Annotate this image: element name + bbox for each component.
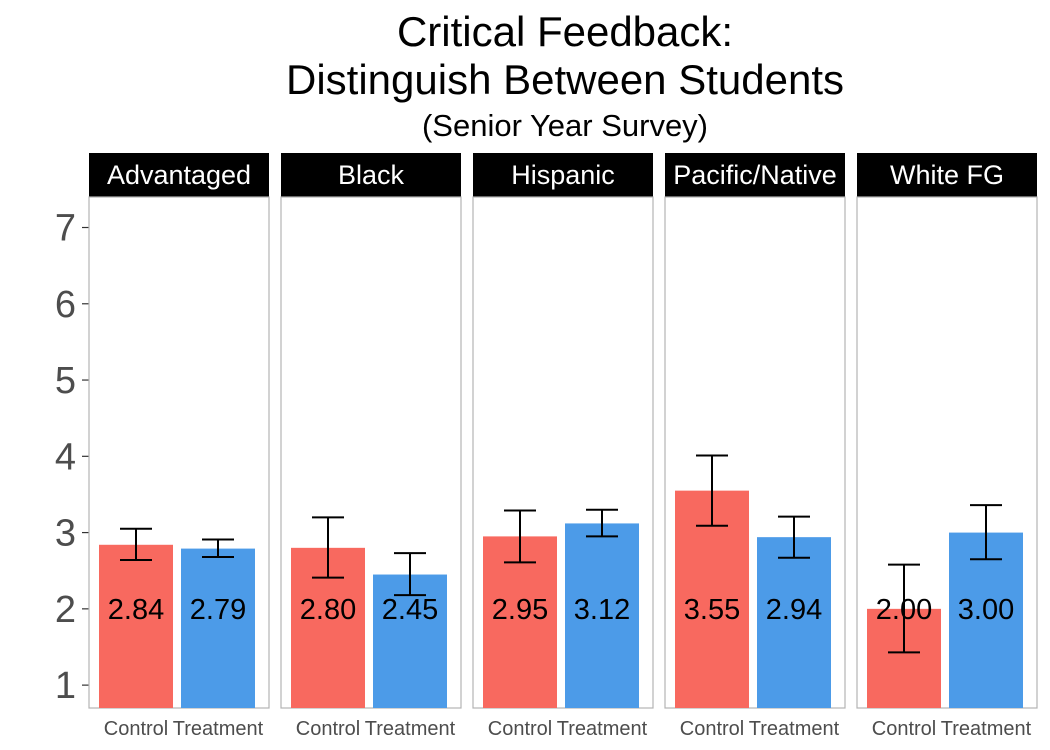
bar-value-label: 2.94 [766,594,822,626]
facet-hispanic: Hispanic 2.95 Control 3.12 Treatment [472,153,654,740]
chart-subtitle: (Senior Year Survey) [422,108,708,143]
facet-strip [89,153,269,197]
x-tick-label: Treatment [365,718,456,740]
x-tick-label: Control [680,718,744,740]
facet-strip-label: Advantaged [107,160,251,190]
facet-black: Black 2.80 Control 2.45 Treatment [280,153,462,740]
chart-title: Critical Feedback: [397,8,733,55]
panel-border [280,196,462,709]
bar-value-label: 2.79 [190,594,246,626]
y-axis: 1 2 3 4 5 6 7 [55,208,89,707]
chart-title-line2: Distinguish Between Students [286,56,844,103]
y-tick-label: 1 [55,665,76,707]
bar-value-label: 2.84 [108,594,164,626]
facet-strip-label: Black [338,160,405,190]
error-bar [202,538,234,558]
y-tick-label: 5 [55,360,76,402]
panel-border [472,196,654,709]
bar-treatment [565,523,639,708]
bar-value-label: 3.55 [684,594,740,626]
bar-value-label: 3.00 [958,594,1014,626]
y-tick-label: 7 [55,208,76,250]
y-tick-label: 6 [55,284,76,326]
bar-control [675,490,749,708]
x-tick-label: Control [488,718,552,740]
x-tick-label: Control [872,718,936,740]
x-tick-label: Control [296,718,360,740]
y-tick-label: 4 [55,436,76,478]
bar-control [483,536,557,708]
bar-value-label: 2.00 [876,594,932,626]
bar-treatment [373,574,447,708]
facet-strip-label: Hispanic [511,160,615,190]
error-bar [888,563,920,654]
x-tick-label: Treatment [749,718,840,740]
error-bar [504,509,536,564]
bar-value-label: 2.95 [492,594,548,626]
bar-treatment [757,537,831,708]
bar-treatment [181,548,255,708]
facet-advantaged: Advantaged 2.84 Control 2.79 Treatment [88,153,270,740]
x-tick-label: Treatment [941,718,1032,740]
x-tick-label: Treatment [173,718,264,740]
error-bar [394,552,426,597]
panel-border [88,196,270,709]
facet-strip [665,153,845,197]
error-bar [120,527,152,562]
facet-white-fg: White FG 2.00 Control 3.00 Treatment [856,153,1038,740]
y-tick-label: 3 [55,513,76,555]
x-tick-label: Control [104,718,168,740]
facet-strip [473,153,653,197]
facet-panels: Advantaged 2.84 Control 2.79 Treatment Black 2… [88,153,1038,740]
facet-strip [857,153,1037,197]
facet-strip-label: White FG [890,160,1004,190]
facet-pacific-native: Pacific/Native 3.55 Control 2.94 Treatment [664,153,846,740]
x-tick-label: Treatment [557,718,648,740]
facet-strip [281,153,461,197]
bar-value-label: 3.12 [574,594,630,626]
panel-border [856,196,1038,709]
error-bar [312,516,344,579]
panel-border [664,196,846,709]
error-bar [778,515,810,559]
bar-control [99,544,173,708]
error-bar [586,508,618,538]
bar-value-label: 2.80 [300,594,356,626]
bar-value-label: 2.45 [382,594,438,626]
error-bar [970,504,1002,561]
facet-strip-label: Pacific/Native [673,160,837,190]
error-bar [696,454,728,527]
y-tick-label: 2 [55,589,76,631]
bar-treatment [949,532,1023,708]
